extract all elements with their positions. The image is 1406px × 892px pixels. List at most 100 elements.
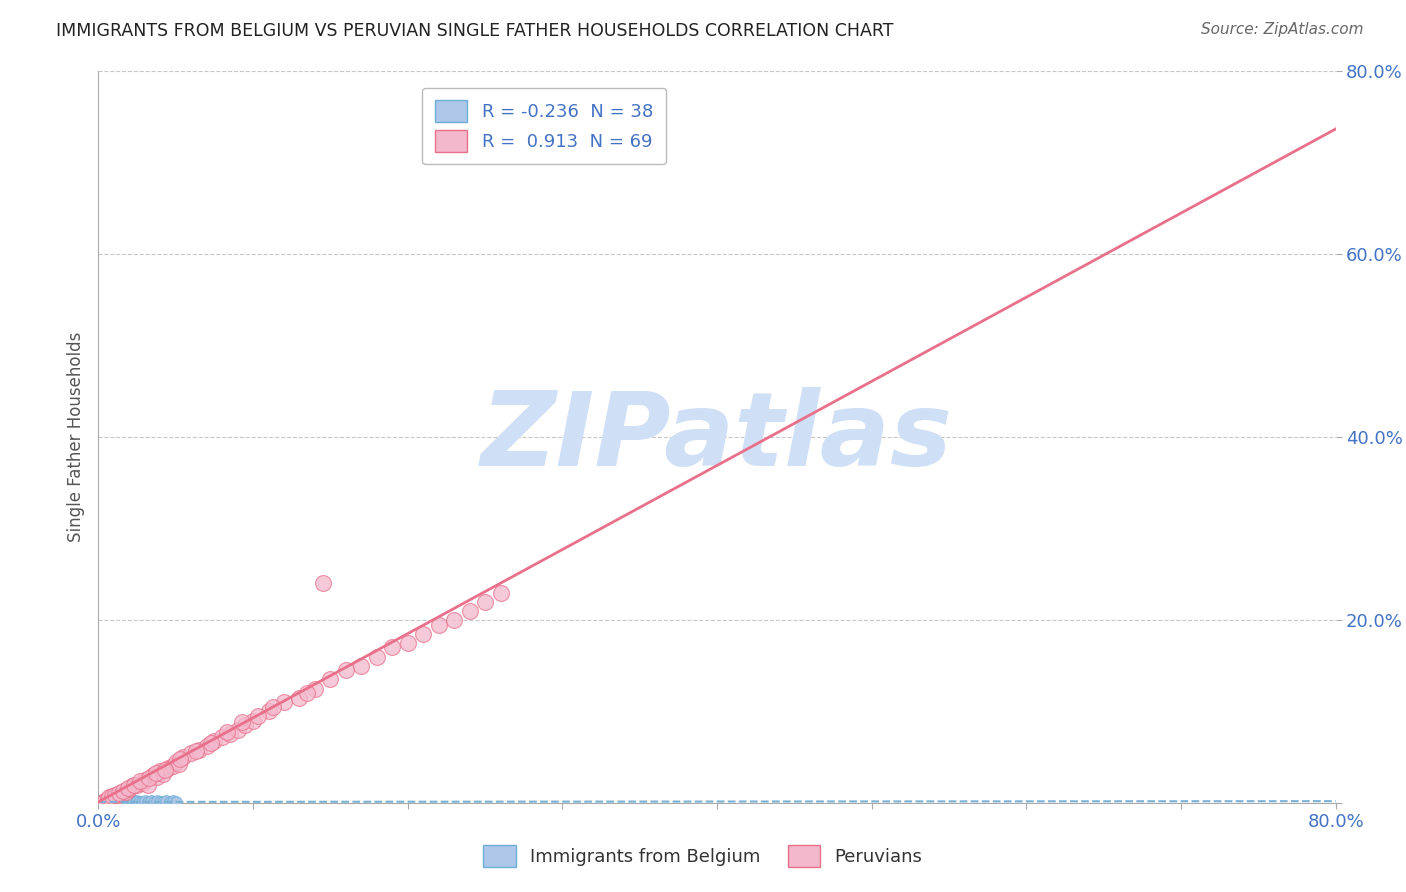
Y-axis label: Single Father Households: Single Father Households (66, 332, 84, 542)
Point (443, 613, 465, 627)
Point (312, 576, 335, 591)
Point (167, 757, 190, 772)
Point (104, 788, 127, 802)
Point (104, 793, 127, 807)
Point (157, 761, 180, 775)
Point (169, 752, 191, 766)
Point (226, 723, 249, 737)
Point (114, 794, 136, 808)
Point (127, 794, 149, 808)
Point (188, 743, 211, 757)
Point (474, 594, 496, 608)
Point (115, 795, 138, 809)
Point (165, 795, 187, 809)
Point (350, 658, 373, 673)
Point (134, 794, 156, 808)
Point (122, 794, 145, 808)
Point (90, 795, 112, 809)
Point (141, 768, 165, 782)
Point (136, 778, 159, 792)
Point (108, 795, 131, 809)
Point (139, 794, 162, 808)
Point (118, 795, 141, 809)
Point (96, 794, 118, 808)
Point (152, 795, 174, 809)
Point (396, 636, 419, 650)
Point (136, 795, 159, 809)
Point (489, 585, 512, 599)
Point (335, 663, 357, 677)
Text: Source: ZipAtlas.com: Source: ZipAtlas.com (1201, 22, 1364, 37)
Point (97, 792, 120, 806)
Point (273, 695, 295, 709)
Point (165, 755, 187, 769)
Point (100, 791, 122, 805)
Point (91, 793, 114, 807)
Point (98, 794, 121, 808)
Point (93, 794, 115, 808)
Point (172, 750, 194, 764)
Point (131, 795, 153, 809)
Point (297, 686, 319, 700)
Point (117, 793, 139, 807)
Point (215, 725, 238, 739)
Point (128, 795, 150, 809)
Point (152, 766, 174, 780)
Point (231, 715, 253, 730)
Point (180, 746, 202, 760)
Point (146, 794, 169, 808)
Point (107, 794, 129, 808)
Point (304, 681, 326, 696)
Point (101, 794, 124, 808)
Point (122, 779, 145, 793)
Point (121, 780, 143, 794)
Point (101, 789, 124, 804)
Point (131, 775, 153, 789)
Point (149, 795, 172, 809)
Point (103, 793, 125, 807)
Point (127, 778, 149, 792)
Point (121, 795, 143, 809)
Point (143, 795, 166, 809)
Point (242, 714, 264, 728)
Point (184, 744, 207, 758)
Point (138, 771, 160, 785)
Point (427, 617, 450, 632)
Point (458, 604, 481, 618)
Point (105, 795, 128, 809)
Point (134, 772, 156, 787)
Point (288, 690, 311, 705)
Text: ZIPatlas: ZIPatlas (481, 386, 953, 488)
Point (381, 640, 404, 655)
Point (366, 649, 388, 664)
Point (124, 795, 146, 809)
Point (233, 718, 257, 732)
Point (120, 794, 142, 808)
Legend: Immigrants from Belgium, Peruvians: Immigrants from Belgium, Peruvians (477, 838, 929, 874)
Point (93, 794, 115, 808)
Point (107, 786, 129, 800)
Point (145, 765, 167, 780)
Point (162, 794, 184, 808)
Point (146, 770, 169, 784)
Point (91, 795, 114, 809)
Point (97, 793, 120, 807)
Point (111, 794, 132, 808)
Point (412, 626, 434, 640)
Point (98, 790, 121, 805)
Point (219, 727, 242, 741)
Point (129, 773, 152, 788)
Point (162, 759, 184, 773)
Point (105, 789, 128, 803)
Point (118, 782, 141, 797)
Point (112, 784, 135, 798)
Point (111, 787, 132, 801)
Legend: R = -0.236  N = 38, R =  0.913  N = 69: R = -0.236 N = 38, R = 0.913 N = 69 (422, 87, 665, 164)
Point (115, 785, 138, 799)
Point (155, 794, 177, 808)
Point (195, 739, 218, 753)
Point (204, 733, 226, 747)
Point (103, 795, 125, 809)
Point (246, 709, 269, 723)
Point (96, 795, 118, 809)
